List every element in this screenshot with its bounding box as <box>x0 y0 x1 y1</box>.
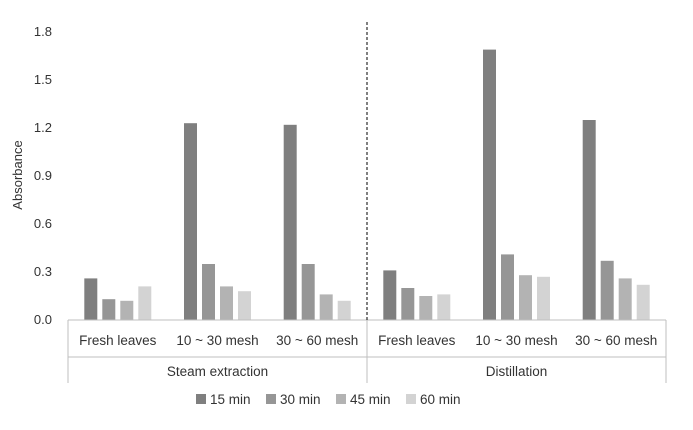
y-tick-label: 0.3 <box>34 264 52 279</box>
bar <box>337 300 351 320</box>
bar <box>102 299 116 320</box>
x-tick-label: 30 ~ 60 mesh <box>276 333 358 348</box>
legend-swatch <box>336 394 346 404</box>
legend-swatch <box>266 394 276 404</box>
bar <box>437 294 451 320</box>
legend-swatch <box>196 394 206 404</box>
bar <box>84 278 98 320</box>
bar <box>600 260 614 320</box>
bars <box>84 49 650 320</box>
group-label: Distillation <box>486 364 548 379</box>
x-tick-label: Fresh leaves <box>378 333 456 348</box>
legend-label: 30 min <box>280 392 321 407</box>
bar <box>383 270 397 320</box>
bar <box>618 278 632 320</box>
y-tick-label: 0.9 <box>34 168 52 183</box>
bar <box>537 276 550 320</box>
bar <box>483 49 496 320</box>
y-tick-label: 1.5 <box>34 72 52 87</box>
x-tick-label: 10 ~ 30 mesh <box>176 333 258 348</box>
y-tick-label: 0.0 <box>34 312 52 327</box>
bar <box>283 124 297 320</box>
legend-label: 60 min <box>420 392 461 407</box>
bar <box>401 288 415 320</box>
bar <box>582 120 596 320</box>
group-labels: Steam extraction Distillation <box>167 364 547 379</box>
y-tick-labels: 0.0 0.3 0.6 0.9 1.2 1.5 1.8 <box>34 24 52 327</box>
bar <box>138 286 152 320</box>
legend-label: 15 min <box>210 392 251 407</box>
y-tick-label: 0.6 <box>34 216 52 231</box>
bar <box>419 296 433 320</box>
bar <box>501 254 514 320</box>
group-label: Steam extraction <box>167 364 268 379</box>
bar <box>519 275 532 320</box>
x-tick-label: 10 ~ 30 mesh <box>475 333 557 348</box>
bar <box>636 284 650 320</box>
bar <box>120 300 134 320</box>
x-tick-label: 30 ~ 60 mesh <box>575 333 657 348</box>
legend-label: 45 min <box>350 392 391 407</box>
bar <box>220 286 233 320</box>
y-axis-label: Absorbance <box>10 140 25 209</box>
x-tick-label: Fresh leaves <box>79 333 157 348</box>
x-category-labels: Fresh leaves 10 ~ 30 mesh 30 ~ 60 mesh Fres… <box>79 333 657 348</box>
y-tick-label: 1.8 <box>34 24 52 39</box>
y-tick-label: 1.2 <box>34 120 52 135</box>
bar <box>184 123 197 320</box>
bar <box>238 291 251 320</box>
axes <box>67 22 667 383</box>
bar <box>202 264 215 320</box>
legend: 15 min 30 min 45 min 60 min <box>196 392 461 407</box>
bar <box>319 294 333 320</box>
legend-swatch <box>406 394 416 404</box>
bar <box>301 264 315 320</box>
